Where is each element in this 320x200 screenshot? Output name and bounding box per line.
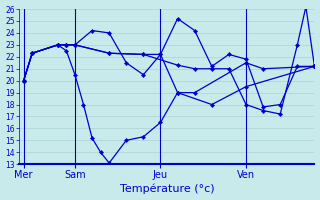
X-axis label: Température (°c): Température (°c) xyxy=(120,184,214,194)
